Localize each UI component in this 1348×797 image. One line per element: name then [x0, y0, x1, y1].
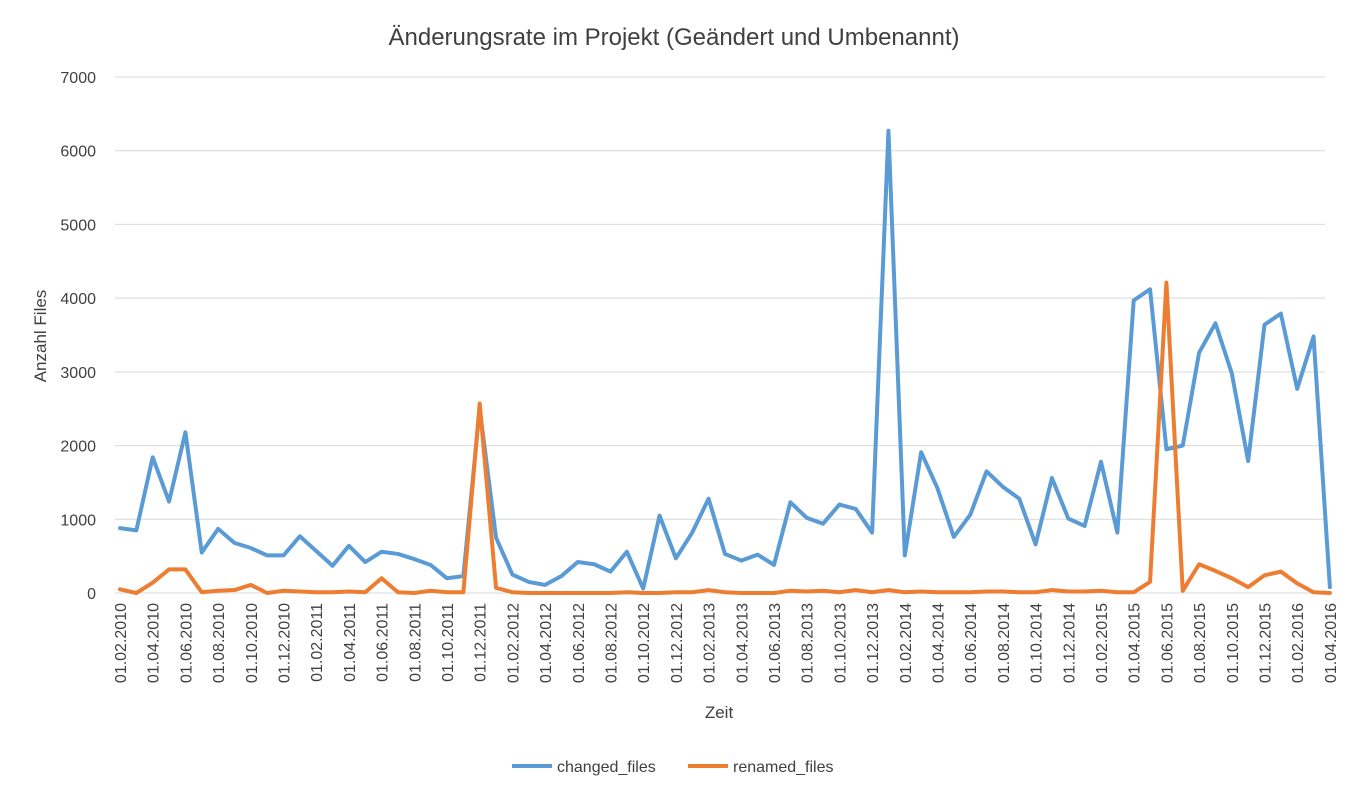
x-tick-label: 01.08.2015	[1192, 603, 1209, 683]
x-tick-label: 01.02.2011	[309, 603, 326, 682]
y-tick-label: 2000	[60, 439, 96, 456]
x-tick-label: 01.10.2011	[440, 603, 457, 682]
y-axis-ticks: 0 1000 2000 3000 4000 5000 6000 7000	[60, 70, 96, 603]
series-lines	[118, 128, 1332, 595]
x-tick-label: 01.08.2012	[604, 603, 621, 683]
legend-label-renamed-files: renamed_files	[733, 759, 834, 776]
legend: changed_files renamed_files	[512, 759, 834, 776]
y-tick-label: 6000	[60, 144, 96, 161]
x-tick-label: 01.02.2010	[113, 603, 130, 683]
x-tick-label: 01.12.2015	[1258, 603, 1275, 683]
x-tick-label: 01.08.2014	[996, 603, 1013, 683]
y-tick-label: 0	[87, 586, 96, 603]
x-tick-label: 01.04.2011	[342, 603, 359, 682]
series-line-renamed-files	[118, 280, 1332, 595]
x-tick-label: 01.10.2012	[636, 603, 653, 683]
x-tick-label: 01.06.2015	[1159, 603, 1176, 683]
x-axis-label: Zeit	[705, 703, 734, 722]
chart-title: Änderungsrate im Projekt (Geändert und U…	[389, 24, 960, 51]
y-tick-label: 1000	[60, 512, 96, 529]
x-tick-label: 01.04.2014	[931, 603, 948, 683]
x-tick-label: 01.02.2012	[505, 603, 522, 683]
x-tick-label: 01.02.2014	[898, 603, 915, 683]
x-tick-label: 01.08.2013	[800, 603, 817, 683]
x-tick-label: 01.06.2011	[375, 603, 392, 682]
legend-label-changed-files: changed_files	[557, 759, 656, 776]
y-tick-label: 3000	[60, 365, 96, 382]
x-tick-label: 01.02.2016	[1290, 603, 1307, 683]
x-tick-label: 01.04.2012	[538, 603, 555, 683]
x-tick-label: 01.06.2012	[571, 603, 588, 683]
x-tick-label: 01.02.2013	[702, 603, 719, 683]
x-tick-label: 01.10.2013	[832, 603, 849, 683]
y-tick-label: 4000	[60, 291, 96, 308]
gridlines	[115, 76, 1325, 594]
x-axis-ticks: 01.02.2010 01.04.2010 01.06.2010 01.08.2010…	[113, 603, 1340, 683]
x-tick-label: 01.06.2010	[178, 603, 195, 683]
x-tick-label: 01.04.2016	[1323, 603, 1340, 683]
x-tick-label: 01.04.2015	[1127, 603, 1144, 683]
y-tick-label: 5000	[60, 217, 96, 234]
x-tick-label: 01.02.2015	[1094, 603, 1111, 683]
x-tick-label: 01.10.2014	[1029, 603, 1046, 683]
x-tick-label: 01.08.2011	[407, 603, 424, 682]
x-tick-label: 01.10.2015	[1225, 603, 1242, 683]
series-line-changed-files	[118, 128, 1332, 591]
y-tick-label: 7000	[60, 70, 96, 87]
x-tick-label: 01.04.2010	[146, 603, 163, 683]
x-tick-label: 01.08.2010	[211, 603, 228, 683]
x-tick-label: 01.10.2010	[244, 603, 261, 683]
x-tick-label: 01.04.2013	[734, 603, 751, 683]
x-tick-label: 01.12.2010	[277, 603, 294, 683]
x-tick-label: 01.12.2013	[865, 603, 882, 683]
y-axis-label: Anzahl Files	[31, 290, 50, 383]
x-tick-label: 01.12.2012	[669, 603, 686, 683]
x-tick-label: 01.12.2014	[1061, 603, 1078, 683]
x-tick-label: 01.06.2014	[963, 603, 980, 683]
x-tick-label: 01.06.2013	[767, 603, 784, 683]
x-tick-label: 01.12.2011	[473, 603, 490, 682]
